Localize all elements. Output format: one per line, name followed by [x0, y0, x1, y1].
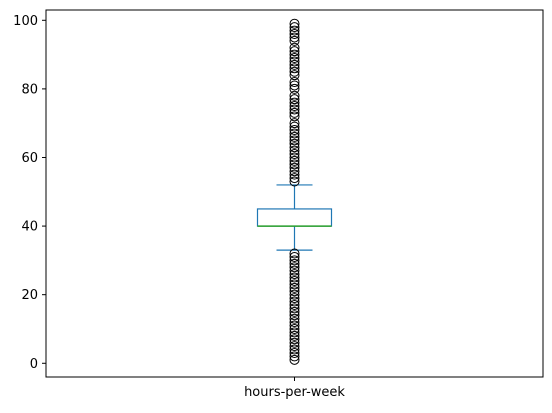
outlier-point: [289, 18, 300, 29]
outlier-point: [289, 49, 300, 60]
outlier-point: [289, 94, 300, 105]
outlier-point: [289, 347, 300, 358]
outlier-point: [289, 272, 300, 283]
outlier-point: [289, 42, 300, 53]
outlier-point: [289, 53, 300, 64]
outlier-point: [289, 320, 300, 331]
y-tick-label: 20: [21, 288, 38, 303]
outlier-point: [289, 248, 300, 259]
outlier-point: [289, 317, 300, 328]
outlier-point: [289, 35, 300, 46]
outlier-point: [289, 299, 300, 310]
outlier-point: [289, 83, 300, 94]
outlier-point: [289, 63, 300, 74]
outlier-point: [289, 138, 300, 149]
outlier-point: [289, 107, 300, 118]
outlier-point: [289, 128, 300, 139]
outlier-point: [289, 70, 300, 81]
outlier-point: [289, 77, 300, 88]
outlier-point: [289, 66, 300, 77]
outlier-point: [289, 46, 300, 57]
outlier-point: [289, 296, 300, 307]
outlier-point: [289, 351, 300, 362]
outlier-point: [289, 131, 300, 142]
outlier-point: [289, 334, 300, 345]
y-tick-label: 40: [21, 220, 38, 235]
outlier-point: [289, 330, 300, 341]
outlier-point: [289, 337, 300, 348]
outlier-point: [289, 289, 300, 300]
outlier-point: [289, 255, 300, 266]
plot-area: [256, 18, 333, 365]
outlier-point: [289, 121, 300, 132]
outlier-point: [289, 155, 300, 166]
outlier-point: [289, 162, 300, 173]
outlier-point: [289, 176, 300, 187]
outlier-point: [289, 142, 300, 153]
outlier-point: [289, 159, 300, 170]
outlier-point: [289, 354, 300, 365]
outlier-point: [289, 111, 300, 122]
outlier-point: [289, 286, 300, 297]
outlier-point: [289, 258, 300, 269]
outlier-point: [289, 269, 300, 280]
outlier-point: [289, 56, 300, 67]
outlier-point: [289, 282, 300, 293]
x-tick-label: hours-per-week: [244, 385, 345, 400]
outlier-point: [289, 97, 300, 108]
outlier-point: [289, 169, 300, 180]
outlier-point: [289, 135, 300, 146]
outlier-point: [289, 173, 300, 184]
outlier-point: [289, 80, 300, 91]
outlier-point: [289, 90, 300, 101]
outlier-point: [289, 265, 300, 276]
outlier-point: [289, 251, 300, 262]
outlier-point: [289, 166, 300, 177]
y-tick-label: 100: [13, 14, 38, 29]
outlier-point: [289, 341, 300, 352]
outlier-point: [289, 149, 300, 160]
outlier-point: [289, 32, 300, 43]
y-tick-label: 60: [21, 151, 38, 166]
outlier-point: [289, 310, 300, 321]
outlier-point: [289, 323, 300, 334]
outlier-point: [289, 275, 300, 286]
outlier-point: [289, 303, 300, 314]
outlier-point: [289, 145, 300, 156]
outlier-point: [289, 262, 300, 273]
axes: 0 20 40 60 80 100 hours-per-week: [13, 9, 544, 400]
outlier-point: [289, 59, 300, 70]
outlier-point: [289, 293, 300, 304]
outlier-point: [289, 29, 300, 40]
outlier-point: [289, 344, 300, 355]
outlier-point: [289, 125, 300, 136]
outlier-point: [289, 104, 300, 115]
outlier-point: [289, 279, 300, 290]
outlier-point: [289, 327, 300, 338]
y-tick-label: 0: [30, 357, 38, 372]
y-tick-label: 80: [21, 82, 38, 97]
outlier-point: [289, 306, 300, 317]
outlier-point: [289, 313, 300, 324]
outlier-point: [289, 25, 300, 36]
outlier-point: [289, 101, 300, 112]
outlier-point: [289, 152, 300, 163]
outlier-point: [289, 22, 300, 33]
outlier-point: [289, 118, 300, 129]
